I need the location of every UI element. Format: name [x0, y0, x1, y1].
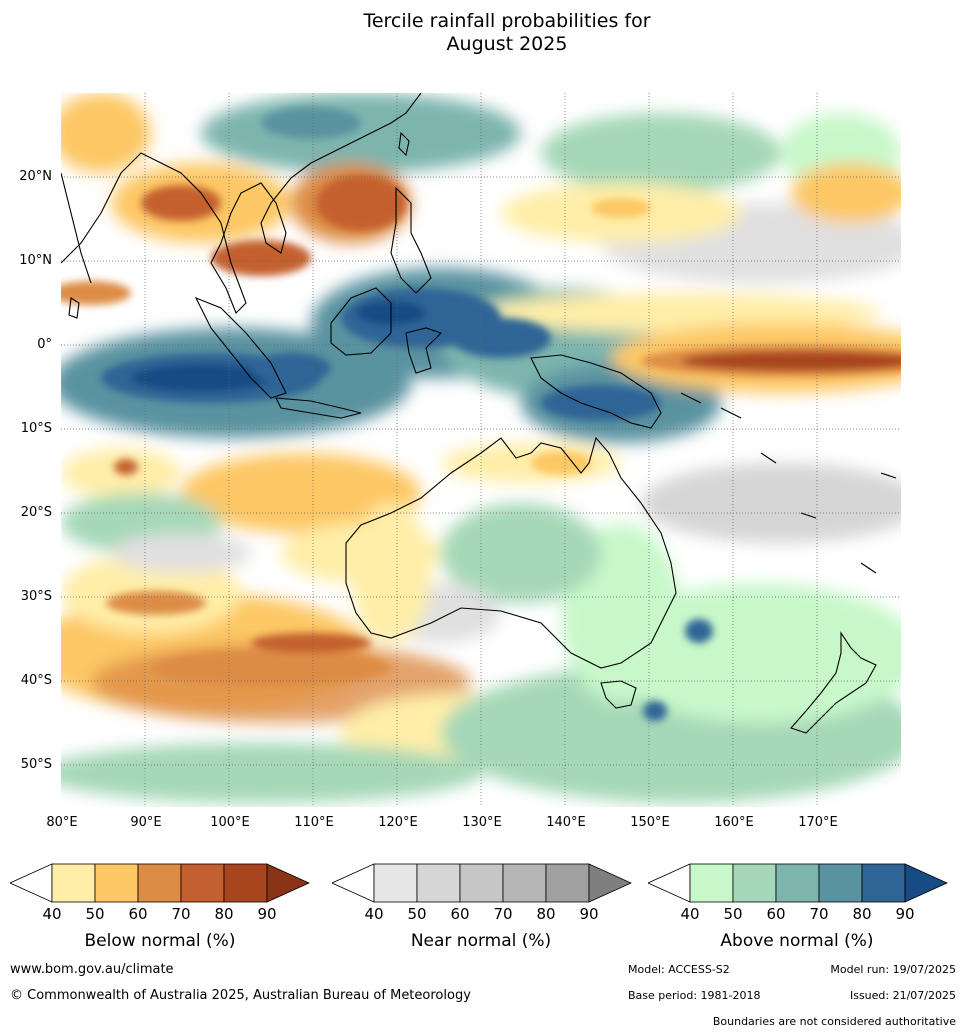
title-line-1: Tercile rainfall probabilities for — [363, 10, 651, 32]
below-colorbar-bin-1 — [51, 863, 96, 903]
above-tick-50: 50 — [723, 905, 743, 923]
map-title: Tercile rainfall probabilities for Augus… — [0, 10, 965, 56]
below-tick-50: 50 — [85, 905, 105, 923]
near-tick-50: 50 — [407, 905, 427, 923]
near-tick-60: 60 — [450, 905, 470, 923]
near-colorbar-bin-5 — [545, 863, 590, 903]
above-normal-title: Above normal (%) — [720, 931, 874, 951]
lat-label-10s: 10°S — [20, 421, 52, 436]
lon-label-130e: 130°E — [462, 815, 502, 830]
above-tick-90: 90 — [895, 905, 915, 923]
australia-coastline — [345, 436, 677, 669]
near-normal-colorbar — [332, 860, 632, 905]
lon-label-140e: 140°E — [546, 815, 586, 830]
above-tick-70: 70 — [809, 905, 829, 923]
lon-label-90e: 90°E — [130, 815, 162, 830]
lat-label-0: 0° — [37, 337, 52, 352]
below-colorbar-bin-2 — [94, 863, 139, 903]
probability-shading — [61, 93, 901, 803]
issued-text: Issued: 21/07/2025 — [849, 989, 956, 1002]
lon-label-80e: 80°E — [46, 815, 78, 830]
title-line-2: August 2025 — [446, 33, 568, 55]
lon-label-100e: 100°E — [210, 815, 250, 830]
below-tick-70: 70 — [171, 905, 191, 923]
near-colorbar-bin-1 — [373, 863, 418, 903]
pacific-islands-coastline — [680, 392, 897, 574]
above-colorbar-lower-extension — [648, 863, 691, 903]
above-normal-colorbar — [648, 860, 948, 905]
sri-lanka-coastline — [68, 297, 80, 319]
near-tick-40: 40 — [364, 905, 384, 923]
below-tick-60: 60 — [128, 905, 148, 923]
borneo-coastline — [330, 287, 392, 356]
lat-label-10n: 10°N — [19, 253, 52, 268]
above-colorbar-upper-extension — [904, 863, 948, 903]
below-tick-90: 90 — [257, 905, 277, 923]
below-tick-40: 40 — [42, 905, 62, 923]
below-colorbar-bin-4 — [180, 863, 225, 903]
above-normal-colorbar-svg — [648, 863, 948, 903]
near-normal-colorbar-svg — [332, 863, 632, 903]
above-colorbar-bin-4 — [818, 863, 863, 903]
rainfall-probability-map — [61, 93, 901, 807]
below-colorbar-bin-5 — [223, 863, 268, 903]
below-tick-80: 80 — [214, 905, 234, 923]
lon-label-150e: 150°E — [630, 815, 670, 830]
above-tick-40: 40 — [680, 905, 700, 923]
disclaimer-text: Boundaries are not considered authoritat… — [712, 1015, 956, 1028]
near-colorbar-bin-2 — [416, 863, 461, 903]
map-canvas — [61, 93, 901, 807]
below-colorbar-upper-extension — [266, 863, 310, 903]
near-tick-90: 90 — [579, 905, 599, 923]
website-link[interactable]: www.bom.gov.au/climate — [10, 962, 174, 977]
india-coastline — [61, 172, 92, 284]
below-normal-colorbar — [10, 860, 310, 905]
lat-label-40s: 40°S — [20, 673, 52, 688]
lon-label-160e: 160°E — [714, 815, 754, 830]
above-tick-60: 60 — [766, 905, 786, 923]
near-normal-title: Near normal (%) — [410, 931, 552, 951]
near-colorbar-bin-3 — [459, 863, 504, 903]
model-text: Model: ACCESS-S2 — [628, 963, 730, 976]
philippines-coastline — [390, 186, 432, 294]
lon-label-170e: 170°E — [798, 815, 838, 830]
copyright-text: © Commonwealth of Australia 2025, Austra… — [10, 988, 471, 1003]
below-colorbar-lower-extension — [10, 863, 53, 903]
model-run-text: Model run: 19/07/2025 — [830, 963, 956, 976]
above-colorbar-bin-1 — [689, 863, 734, 903]
coastlines — [61, 93, 897, 734]
below-normal-title: Below normal (%) — [84, 931, 236, 951]
taiwan-coastline — [398, 131, 410, 157]
above-colorbar-bin-3 — [775, 863, 820, 903]
lat-label-30s: 30°S — [20, 589, 52, 604]
tasmania-coastline — [600, 680, 637, 709]
near-colorbar-upper-extension — [588, 863, 632, 903]
graticule — [61, 93, 901, 807]
near-tick-70: 70 — [493, 905, 513, 923]
lat-label-20n: 20°N — [19, 169, 52, 184]
lat-label-20s: 20°S — [20, 505, 52, 520]
near-tick-80: 80 — [536, 905, 556, 923]
below-colorbar-bin-3 — [137, 863, 182, 903]
base-period-text: Base period: 1981-2018 — [628, 989, 761, 1002]
sumatra-coastline — [194, 296, 287, 399]
near-colorbar-bin-4 — [502, 863, 547, 903]
new-zealand-coastline — [790, 631, 877, 734]
java-coastline — [275, 397, 362, 419]
lat-label-50s: 50°S — [20, 757, 52, 772]
above-colorbar-bin-5 — [861, 863, 906, 903]
new-guinea-coastline — [530, 354, 662, 429]
above-colorbar-bin-2 — [732, 863, 777, 903]
above-tick-80: 80 — [852, 905, 872, 923]
lon-label-110e: 110°E — [294, 815, 334, 830]
asia-mainland-coastline — [61, 93, 422, 314]
below-normal-colorbar-svg — [10, 863, 310, 903]
sulawesi-coastline — [405, 327, 443, 374]
lon-label-120e: 120°E — [378, 815, 418, 830]
near-colorbar-lower-extension — [332, 863, 375, 903]
